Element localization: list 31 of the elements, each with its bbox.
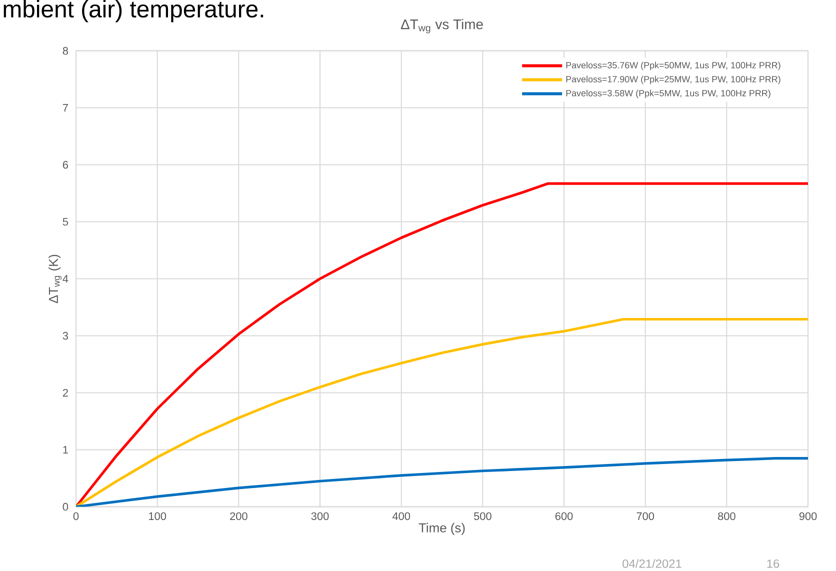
y-tick-label: 7 xyxy=(62,104,68,112)
chart-title: ΔT$_{wg}$ vs Time xyxy=(400,19,483,34)
y-tick-label: 1 xyxy=(63,446,68,454)
x-tick-label: 400 xyxy=(392,512,410,520)
y-axis-title: ΔT$_{wg}$ (K) xyxy=(48,254,62,304)
y-tick-label: 2 xyxy=(62,389,68,397)
x-axis-title: Time (s) xyxy=(418,523,465,536)
x-tick-label: 300 xyxy=(311,512,329,520)
text: mbient (air) temperature. xyxy=(4,0,264,22)
legend-label: Paveloss=17.90W (Ppk=25MW, 1us PW, 100Hz PRR) xyxy=(566,76,780,84)
line-series xyxy=(76,318,808,507)
y-tick-label: 3 xyxy=(62,332,68,340)
legend-label: Paveloss=3.58W (Ppk=5MW, 1us PW, 100Hz PRR) xyxy=(566,90,770,98)
x-tick-label: 800 xyxy=(718,512,736,520)
x-tick-label: 500 xyxy=(474,512,492,520)
x-tick-label: 600 xyxy=(555,512,573,520)
line-series xyxy=(76,182,808,507)
line-series xyxy=(76,457,808,507)
x-tick-label: 100 xyxy=(149,512,166,520)
y-tick-label: 0 xyxy=(62,503,68,511)
y-tick-label: 8 xyxy=(62,47,68,55)
x-tick-label: 0 xyxy=(73,512,79,520)
y-tick-label: 6 xyxy=(62,161,68,169)
y-tick-label: 5 xyxy=(62,218,68,226)
x-tick-label: 900 xyxy=(799,512,817,520)
text: 04/21/2021 xyxy=(622,559,682,568)
x-tick-label: 700 xyxy=(636,512,654,520)
y-tick-label: 4 xyxy=(62,275,68,283)
legend-label: Paveloss=35.76W (Ppk=50MW, 1us PW, 100Hz PRR) xyxy=(566,62,780,70)
text: 16 xyxy=(767,560,780,568)
x-tick-label: 200 xyxy=(230,512,248,520)
